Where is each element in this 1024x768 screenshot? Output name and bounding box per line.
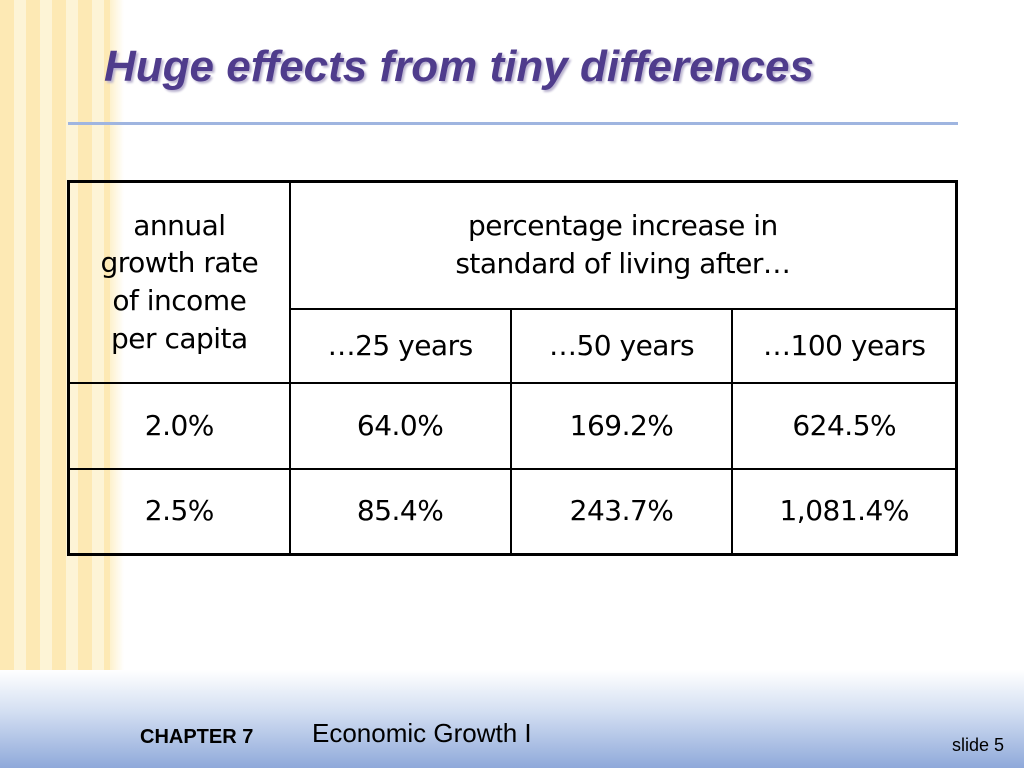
value-cell: 169.2% xyxy=(509,381,734,470)
increase-header-line: percentage increase in xyxy=(467,209,778,243)
footer-band xyxy=(0,670,1024,768)
table-row: 2.0% 64.0% 169.2% 624.5% xyxy=(67,381,958,470)
increase-header-line: standard of living after… xyxy=(455,247,791,281)
value-cell: 243.7% xyxy=(509,467,734,556)
rate-header-cell: annual growth rate of income per capita xyxy=(67,180,291,384)
slide-number: slide 5 xyxy=(951,735,1004,755)
growth-rate-cell: 2.5% xyxy=(67,467,291,556)
period-header-25: …25 years xyxy=(288,307,512,384)
slide-title: Huge effects from tiny differences xyxy=(104,42,814,91)
value-cell: 64.0% xyxy=(288,381,512,470)
table-row: 2.5% 85.4% 243.7% 1,081.4% xyxy=(67,467,958,556)
value-cell: 624.5% xyxy=(731,381,958,470)
period-header-50: …50 years xyxy=(509,307,734,384)
rate-header-line: annual xyxy=(133,208,226,242)
rate-header-line: per capita xyxy=(111,322,248,356)
table-header-row: annual growth rate of income per capita … xyxy=(67,180,958,384)
period-header-row: …25 years …50 years …100 years xyxy=(69,307,958,384)
chapter-topic: Economic Growth I xyxy=(312,718,532,748)
chapter-label: CHAPTER 7 xyxy=(140,726,254,748)
period-header-100: …100 years xyxy=(731,307,958,384)
value-cell: 1,081.4% xyxy=(731,467,958,556)
rate-header-line: growth rate xyxy=(100,246,259,280)
growth-table: annual growth rate of income per capita … xyxy=(67,180,958,556)
value-cell: 85.4% xyxy=(288,467,512,556)
title-divider xyxy=(68,122,958,125)
growth-rate-cell: 2.0% xyxy=(67,381,291,470)
increase-header-cell: percentage increase in standard of livin… xyxy=(288,180,958,310)
rate-header-line: of income xyxy=(112,284,247,318)
